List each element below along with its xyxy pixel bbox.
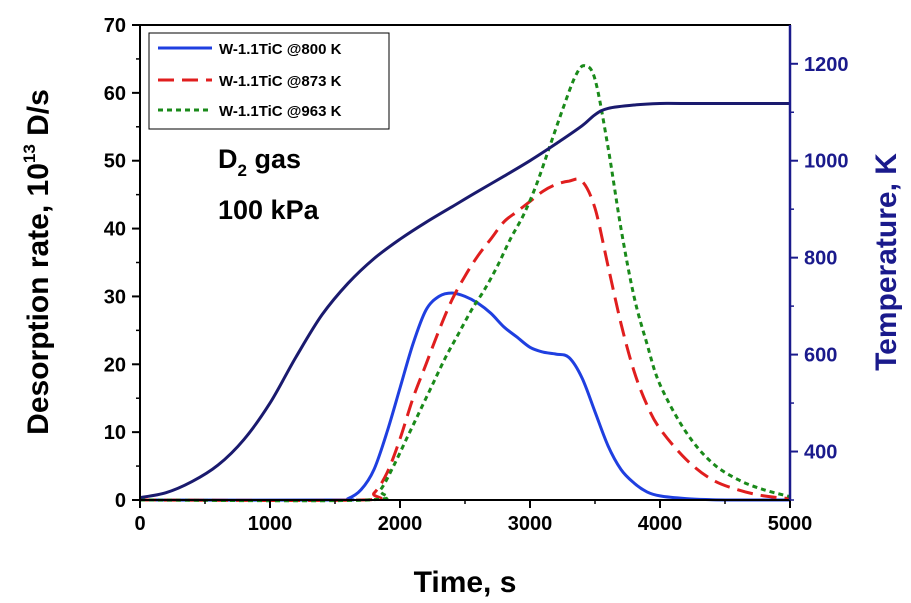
y-left-tick-label: 70 (104, 15, 126, 37)
x-axis: 0 1000 2000 3000 4000 5000 (134, 500, 812, 535)
y-axis-left-title-main: Desorption rate, 10 (22, 163, 55, 435)
legend-label-873: W-1.1TiC @873 K (219, 73, 342, 90)
x-tick-label: 1000 (248, 513, 293, 535)
y-axis-left: 0 10 20 30 40 50 60 70 (104, 15, 140, 512)
legend-label-800: W-1.1TiC @800 K (219, 41, 342, 58)
x-axis-title: Time, s (414, 566, 517, 599)
x-tick-label: 5000 (768, 513, 813, 535)
series-873k-line (139, 177, 791, 502)
legend-label-963: W-1.1TiC @963 K (219, 103, 342, 120)
legend: W-1.1TiC @800 K W-1.1TiC @873 K W-1.1TiC… (148, 32, 390, 130)
y-axis-right: 400 600 800 1000 1200 (790, 54, 849, 501)
y-left-tick-label: 0 (115, 490, 126, 512)
y-axis-left-title-tail: D/s (22, 89, 55, 144)
x-tick-label: 3000 (508, 513, 553, 535)
y-left-tick-label: 20 (104, 354, 126, 376)
y-axis-left-title: Desorption rate, 1013 D/s (20, 89, 55, 435)
annotation-gas-main: D (218, 144, 238, 174)
annotation-gas: D2 gas (218, 144, 301, 180)
y-right-tick-label: 1000 (804, 151, 849, 173)
y-axis-left-title-sup: 13 (20, 144, 39, 163)
series-layer (139, 64, 791, 503)
annotation-gas-tail: gas (247, 144, 301, 174)
temperature-line (139, 101, 790, 500)
y-left-tick-label: 30 (104, 286, 126, 308)
y-right-tick-label: 1200 (804, 54, 849, 76)
x-tick-label: 4000 (638, 513, 683, 535)
x-tick-label: 0 (134, 513, 145, 535)
y-left-tick-label: 50 (104, 151, 126, 173)
annotation-gas-sub: 2 (238, 161, 247, 180)
y-axis-right-title: Temperature, K (870, 153, 903, 371)
y-right-tick-label: 800 (804, 248, 837, 270)
series-800k-line (139, 291, 791, 502)
y-right-tick-label: 600 (804, 345, 837, 367)
y-left-tick-label: 40 (104, 219, 126, 241)
x-tick-label: 2000 (378, 513, 423, 535)
series-963k-line (139, 64, 791, 503)
y-left-tick-label: 60 (104, 83, 126, 105)
y-left-tick-label: 10 (104, 422, 126, 444)
annotation-pressure: 100 kPa (218, 195, 320, 225)
y-right-tick-label: 400 (804, 442, 837, 464)
